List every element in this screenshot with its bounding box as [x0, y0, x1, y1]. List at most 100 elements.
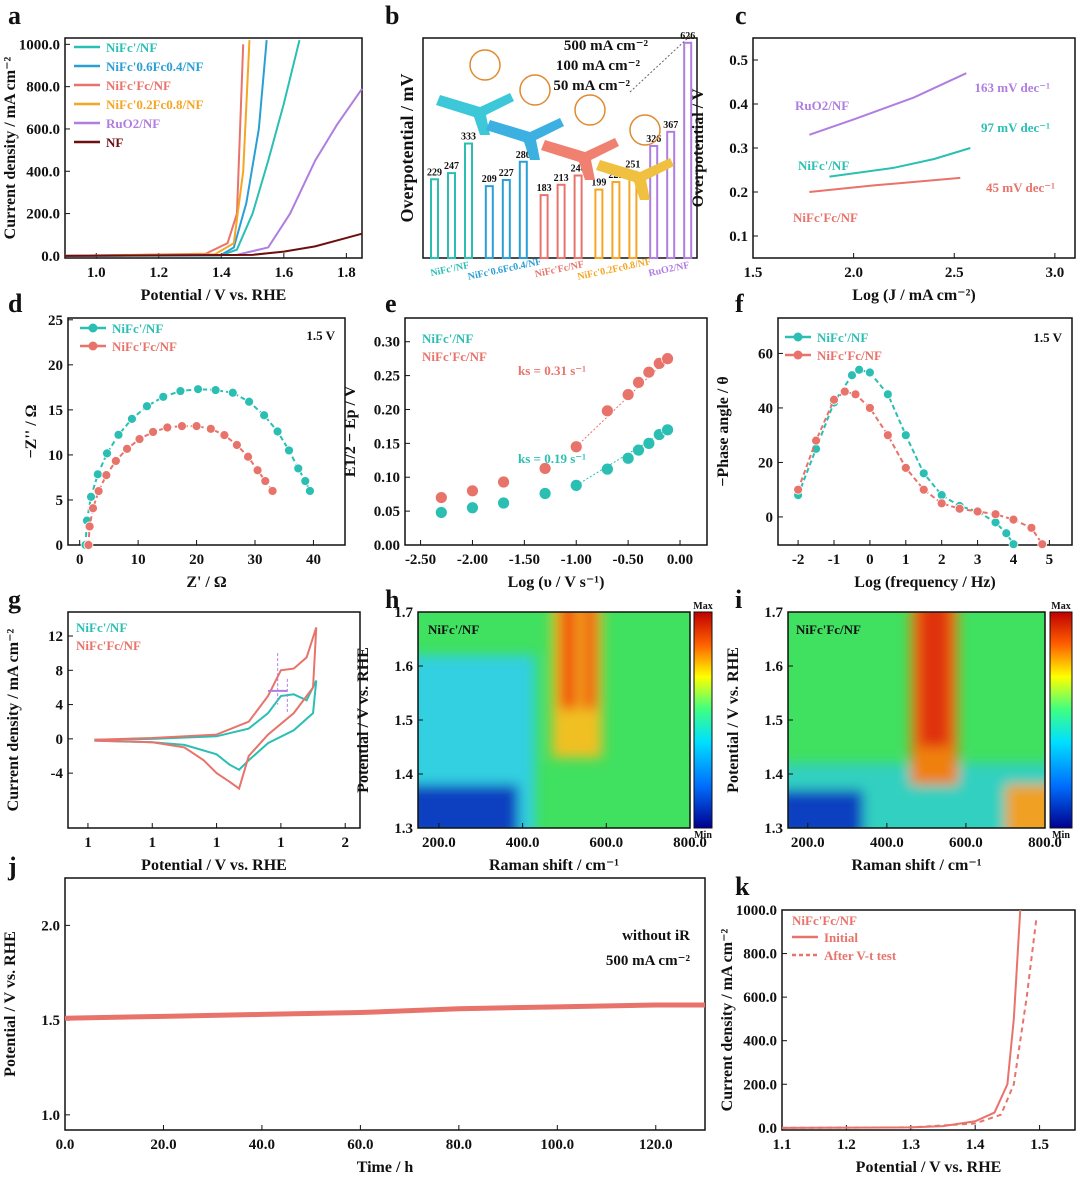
y-tick-label: 0.1	[729, 229, 748, 245]
x-tick-label: 1.5	[1030, 1137, 1049, 1153]
data-point	[293, 463, 304, 474]
data-point	[864, 367, 875, 378]
colorbar-max-label: Max	[1051, 601, 1070, 612]
series-line	[809, 72, 967, 136]
series-line	[94, 627, 318, 791]
bar-value-label: 199	[591, 178, 606, 189]
annotation: 45 mV dec⁻¹	[986, 180, 1055, 195]
data-point	[990, 517, 1001, 528]
annotation: 100 mA cm⁻²	[556, 58, 641, 74]
annotation: NiFc'Fc/NF	[793, 210, 858, 225]
legend-marker	[793, 332, 803, 342]
data-point	[210, 385, 221, 395]
legend-entry: NiFc'/NF	[422, 331, 473, 346]
x-tick-label: 5	[1046, 552, 1054, 568]
x-tick-label: 800.0	[1028, 835, 1062, 851]
bar	[666, 130, 676, 259]
bar	[556, 183, 566, 259]
data-point	[538, 487, 552, 500]
annotation: 97 mV dec⁻¹	[981, 120, 1050, 135]
heatmap-fill	[418, 612, 603, 828]
bar	[430, 178, 439, 259]
data-point	[854, 364, 865, 375]
bar-value-label: 209	[482, 174, 497, 185]
annotation: 1.5 V	[1033, 330, 1062, 345]
bar	[649, 144, 659, 259]
panel-letter: d	[8, 289, 23, 318]
y-tick-label: 200.0	[26, 207, 60, 223]
data-point	[148, 427, 158, 437]
annotation: NiFc'Fc/NF	[792, 913, 857, 928]
y-tick-label: 1.3	[764, 821, 783, 837]
x-tick-label: 1.8	[337, 265, 356, 281]
zoom-circle-icon	[574, 94, 606, 126]
data-point	[811, 435, 821, 446]
data-point	[434, 491, 448, 504]
data-point	[193, 384, 203, 395]
legend-entry: NiFc'/NF	[112, 321, 163, 336]
data-point	[621, 388, 635, 401]
colorbar	[1049, 611, 1073, 829]
y-tick-label: 200.0	[743, 1077, 777, 1093]
x-tick-label: 1.1	[773, 1137, 792, 1153]
x-tick-label: 3.0	[1046, 265, 1065, 281]
x-tick-label: 1.4	[966, 1137, 985, 1153]
y-tick-label: 1.5	[41, 1013, 60, 1029]
x-tick-label: 1.3	[901, 1137, 920, 1153]
series-line	[829, 147, 971, 178]
x-axis-label: Log (frequency / Hz)	[854, 574, 995, 591]
panel-h: h Max Min 200.0 400.0 600.0 800.0 1.3 1.4 1.5 1.6 1…	[355, 585, 713, 874]
x-tick-label: 600.0	[949, 835, 983, 851]
data-point	[177, 421, 187, 431]
data-point	[101, 470, 112, 480]
x-tick-label: 0	[76, 552, 84, 568]
legend-marker	[88, 341, 98, 351]
y-tick-label: 0	[766, 510, 774, 526]
y-tick-label: 1.7	[764, 605, 783, 621]
data-point	[1008, 539, 1019, 550]
annotation: 1.5 V	[306, 328, 335, 343]
y-tick-label: 0.0	[41, 249, 60, 265]
panel-letter: h	[385, 585, 400, 614]
data-point	[839, 386, 850, 397]
x-axis-label: Log (J / mA cm⁻²)	[852, 287, 975, 304]
fit-line	[575, 358, 668, 448]
data-point	[92, 469, 103, 480]
data-point	[936, 490, 947, 501]
x-tick-label: 1.5	[744, 265, 763, 281]
annotation: 50 mA cm⁻²	[553, 78, 630, 94]
y-axis-label: Potential / V vs. RHE	[2, 931, 19, 1077]
blue-region	[418, 784, 519, 828]
data-point	[642, 365, 656, 379]
fit-line	[575, 429, 668, 486]
data-point	[305, 486, 315, 496]
data-point	[990, 509, 1001, 520]
nanoarray-illustration	[436, 93, 514, 135]
legend-entry: NiFc'Fc/NF	[817, 348, 882, 363]
y-tick-label: 20	[48, 358, 63, 374]
panel-k: k 1.1 1.2 1.3 1.4 1.5 0.0 200.0 400.0 600.0 800.0 1…	[719, 872, 1076, 1176]
y-tick-label: 0.5	[729, 53, 748, 69]
colorbar-max-label: Max	[693, 601, 712, 612]
y-tick-label: 40	[758, 401, 773, 417]
annotation: 500 mA cm⁻²	[606, 953, 691, 969]
y-tick-label: 15	[48, 403, 63, 419]
panel-letter: e	[385, 289, 397, 318]
legend-entry: NiFc'Fc/NF	[422, 349, 487, 364]
data-point	[847, 370, 857, 381]
data-point	[793, 484, 804, 495]
y-tick-label: 0.0	[758, 1121, 777, 1137]
y-axis-label: Overpotential / mV	[397, 74, 417, 223]
bar-value-label: 333	[461, 132, 476, 143]
annotation: ks = 0.31 s⁻¹	[518, 363, 586, 378]
x-tick-label: 20.0	[150, 1137, 176, 1153]
series-line	[797, 390, 1044, 545]
series-line	[809, 176, 961, 193]
x-tick-label: 400.0	[506, 835, 540, 851]
annotation: NiFc'Fc/NF	[796, 622, 861, 637]
legend-marker	[88, 323, 98, 333]
x-tick-label: 600.0	[589, 835, 623, 851]
data-point	[88, 503, 98, 514]
data-point	[272, 426, 283, 437]
x-tick-label: 80.0	[446, 1137, 472, 1153]
